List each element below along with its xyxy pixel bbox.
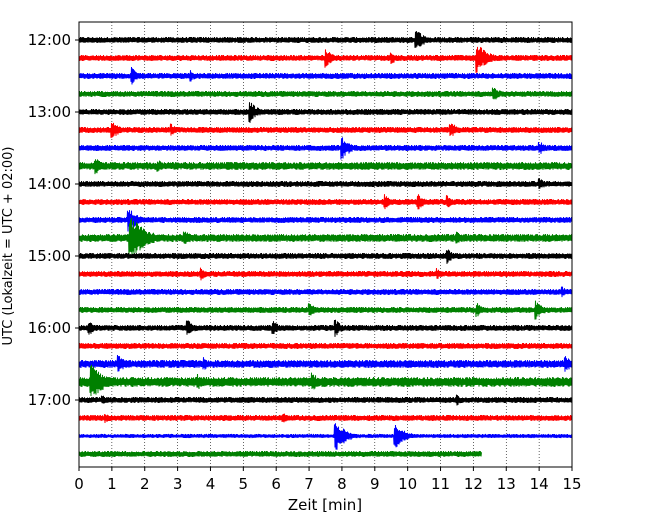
- plot-frame: [78, 21, 573, 468]
- trace-1730: [78, 423, 573, 450]
- x-axis-label: Zeit [min]: [288, 496, 362, 514]
- trace-1430: [78, 210, 573, 232]
- trace-1630: [78, 354, 573, 372]
- x-tick-label: 2: [140, 475, 150, 493]
- x-tick-label: 7: [304, 475, 314, 493]
- trace-1515: [78, 267, 573, 281]
- x-tick-label: 4: [206, 475, 216, 493]
- trace-1445: [78, 218, 573, 259]
- trace-1615: [78, 342, 573, 350]
- x-tick-label: 13: [497, 475, 516, 493]
- y-axis-label: UTC (Lokalzeit = UTC + 02:00): [1, 147, 16, 346]
- trace-1715: [78, 413, 573, 424]
- trace-1645: [78, 364, 573, 397]
- grid-lines: [111, 22, 540, 467]
- x-tick-label: 1: [107, 475, 117, 493]
- trace-1530: [78, 286, 573, 298]
- x-tick-label: 12: [464, 475, 483, 493]
- x-tick-label: 11: [431, 475, 450, 493]
- y-tick-label: 16:00: [28, 319, 71, 337]
- trace-1745: [78, 450, 482, 458]
- y-axis-ticks: 12:00 13:00 14:00 15:00 16:00 17:00: [28, 31, 79, 409]
- trace-1200: [78, 31, 573, 48]
- x-tick-label: 9: [370, 475, 380, 493]
- trace-1500: [78, 249, 573, 264]
- x-tick-label: 10: [398, 475, 417, 493]
- y-tick-label: 14:00: [28, 175, 71, 193]
- trace-1330: [78, 137, 573, 160]
- x-tick-label: 15: [562, 475, 581, 493]
- y-tick-label: 15:00: [28, 247, 71, 265]
- trace-1230: [78, 66, 573, 85]
- x-tick-label: 8: [337, 475, 347, 493]
- x-tick-label: 6: [271, 475, 281, 493]
- trace-1600: [78, 319, 573, 337]
- trace-1700: [78, 394, 573, 406]
- trace-1400: [78, 178, 573, 190]
- y-tick-label: 17:00: [28, 391, 71, 409]
- trace-1300: [78, 102, 573, 123]
- y-tick-label: 12:00: [28, 31, 71, 49]
- trace-1245: [78, 87, 573, 100]
- trace-1545: [78, 300, 573, 320]
- trace-1345: [78, 159, 573, 175]
- trace-1315: [78, 122, 573, 138]
- y-tick-label: 13:00: [28, 103, 71, 121]
- x-tick-label: 3: [173, 475, 183, 493]
- seismic-traces: [78, 31, 573, 458]
- x-tick-label: 0: [74, 475, 84, 493]
- trace-1215: [78, 46, 573, 73]
- x-tick-label: 14: [530, 475, 549, 493]
- x-axis-ticks: 0 1 2 3 4 5 6 7 8 9 10 11 12 13 14 15: [74, 467, 582, 493]
- x-tick-label: 5: [239, 475, 249, 493]
- trace-1415: [78, 194, 573, 210]
